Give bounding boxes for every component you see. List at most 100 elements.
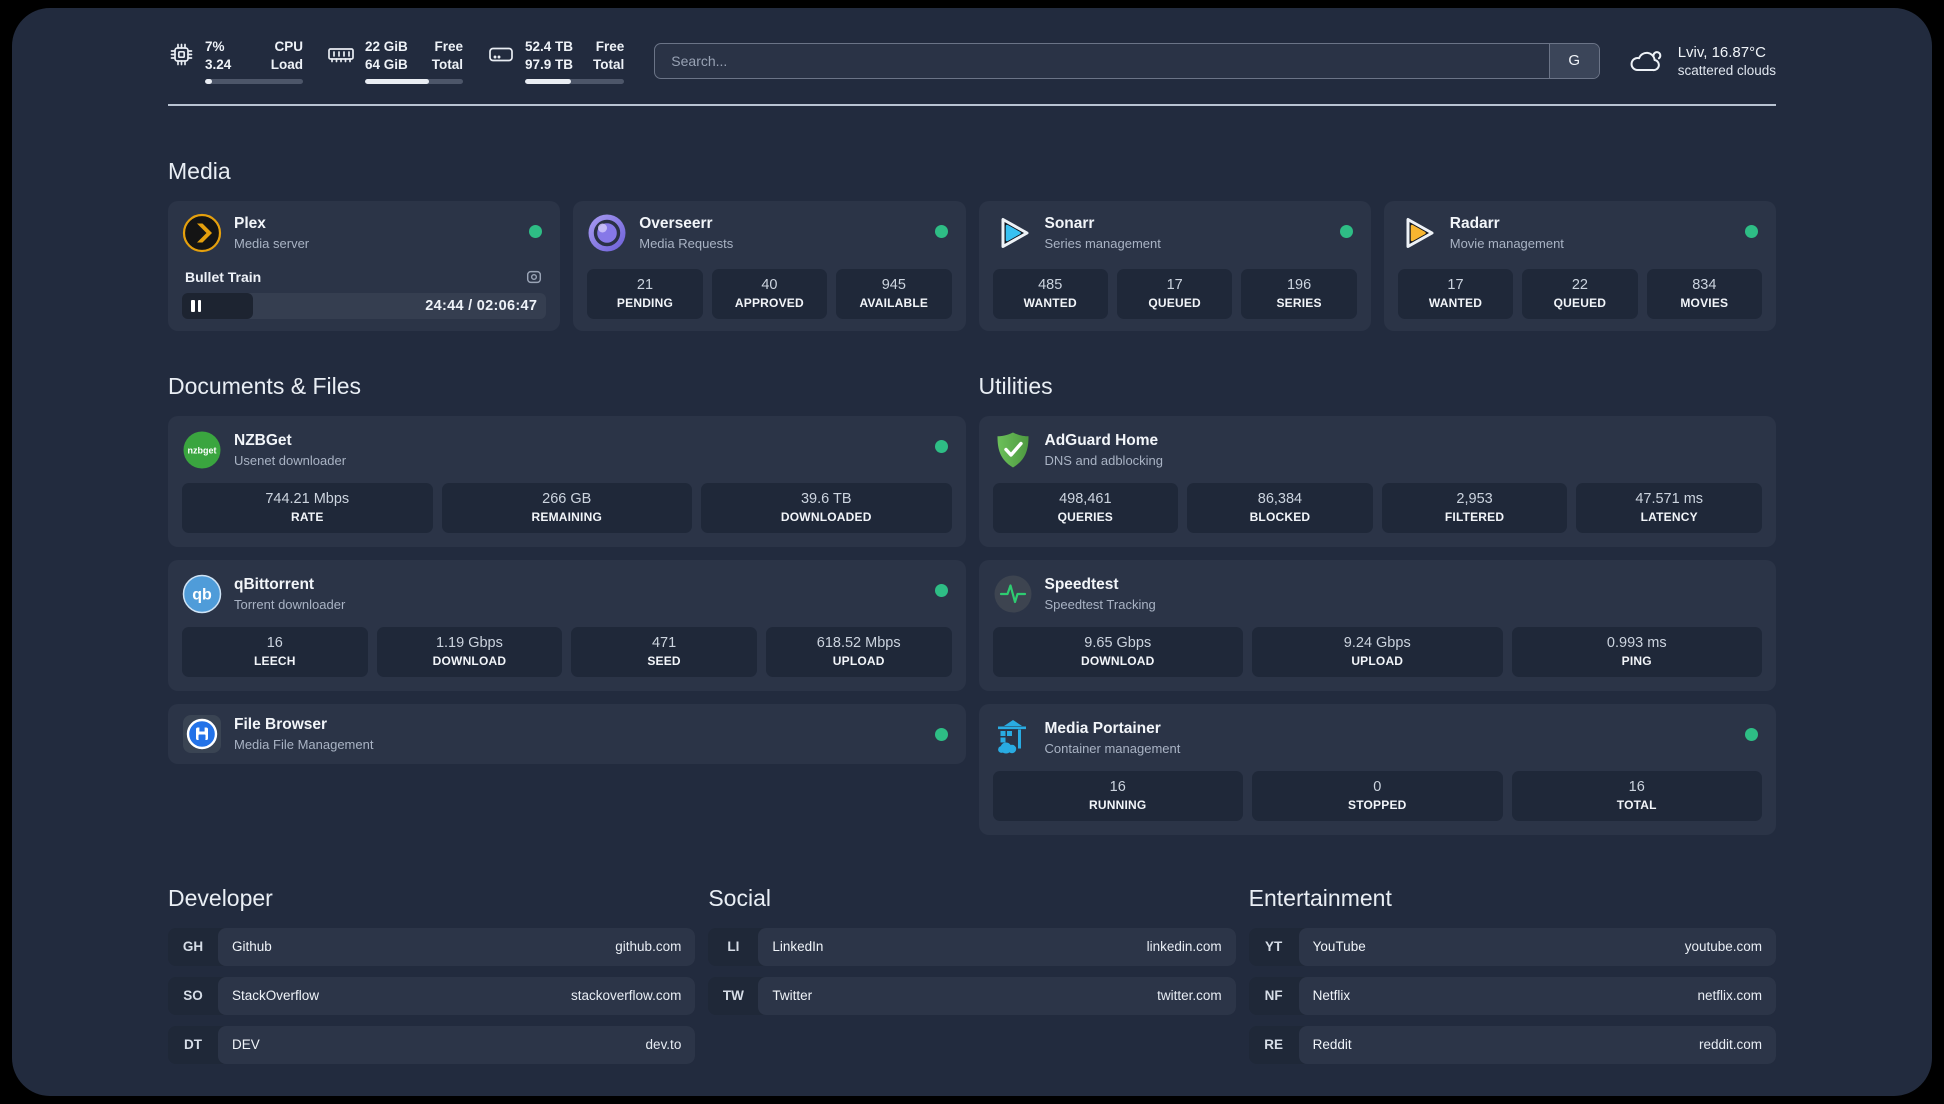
documents-section-title: Documents & Files: [168, 372, 362, 399]
nzbget-card[interactable]: nzbget NZBGet Usenet downloader 744.21 M…: [168, 415, 966, 547]
playback-progress-track[interactable]: 24:44 / 02:06:47: [182, 292, 547, 319]
memory-progress-fill: [365, 78, 429, 84]
cpu-icon: [170, 43, 193, 66]
stat-tile: 266 GB REMAINING: [441, 482, 692, 533]
stat-tile: 945 AVAILABLE: [836, 268, 952, 319]
bookmark-stackoverflow[interactable]: SO StackOverflow stackoverflow.com: [168, 976, 696, 1015]
stat-tile: 0.993 ms PING: [1511, 626, 1762, 677]
search-bar: G: [654, 42, 1600, 79]
memory-progress-track: [365, 78, 463, 84]
section-utilities: Utilities AdGuard Home DNS: [978, 373, 1776, 835]
social-section-title: Social: [708, 884, 771, 911]
plex-title: Plex: [234, 214, 266, 232]
bookmark-netflix[interactable]: NF Netflix netflix.com: [1248, 976, 1776, 1015]
nzbget-status-dot: [934, 439, 948, 453]
stat-tile: 834 MOVIES: [1646, 268, 1763, 319]
radarr-icon: [1406, 217, 1434, 248]
nzbget-title: NZBGet: [234, 431, 292, 449]
bookmark-twitter[interactable]: TW Twitter twitter.com: [708, 976, 1236, 1015]
radarr-card[interactable]: Radarr Movie management 17 WANTED 22 QUE…: [1383, 200, 1776, 331]
adguard-icon: [997, 432, 1028, 468]
playback-time: 24:44 / 02:06:47: [425, 297, 538, 314]
stat-tile: 40 APPROVED: [711, 268, 828, 319]
qbittorrent-subtitle: Torrent downloader: [234, 596, 346, 612]
stat-tile: 1.19 Gbps DOWNLOAD: [376, 626, 563, 677]
developer-section-title: Developer: [168, 884, 273, 911]
bookmark-linkedin[interactable]: LI LinkedIn linkedin.com: [708, 927, 1236, 966]
stat-tile: 47.571 ms LATENCY: [1576, 482, 1762, 533]
cast-icon: [527, 270, 542, 283]
cpu-progress-fill: [205, 78, 212, 84]
radarr-subtitle: Movie management: [1449, 235, 1564, 251]
search-input[interactable]: [655, 43, 1549, 78]
portainer-status-dot: [1745, 727, 1758, 741]
disk-value-1: 52.4 TB: [525, 39, 574, 54]
cloud-icon: [1630, 50, 1661, 71]
weather-location-temp: Lviv, 16.87°C: [1677, 43, 1766, 61]
now-playing-title: Bullet Train: [185, 268, 262, 285]
media-section-title: Media: [168, 157, 231, 184]
stat-tile: 0 STOPPED: [1252, 770, 1503, 821]
filebrowser-status-dot: [934, 727, 948, 741]
disk-label-1: Free: [595, 39, 625, 54]
overseerr-subtitle: Media Requests: [639, 235, 734, 251]
sonarr-title: Sonarr: [1044, 214, 1095, 232]
bookmark-youtube[interactable]: YT YouTube youtube.com: [1248, 927, 1776, 966]
bookmarks-social: Social LI LinkedIn linkedin.com TW Twitte…: [708, 884, 1236, 1064]
weather-widget[interactable]: Lviv, 16.87°C scattered clouds: [1626, 44, 1776, 78]
overseerr-status-dot: [934, 224, 948, 238]
portainer-icon: [997, 719, 1026, 754]
cpu-value-1: 7%: [205, 39, 225, 54]
stat-tile: 485 WANTED: [992, 268, 1108, 319]
svg-text:qb: qb: [192, 586, 212, 603]
sonarr-icon: [1001, 217, 1028, 248]
qbittorrent-icon: qb: [182, 574, 222, 613]
disk-progress-track: [525, 78, 625, 84]
filebrowser-card[interactable]: File Browser Media File Management: [168, 703, 966, 764]
stat-tile: 86,384 BLOCKED: [1187, 482, 1373, 533]
search-engine-button[interactable]: G: [1548, 43, 1599, 78]
bookmark-github[interactable]: GH Github github.com: [168, 927, 696, 966]
memory-value-2: 64 GiB: [365, 56, 408, 72]
stat-tile: 744.21 Mbps RATE: [182, 482, 433, 533]
stat-tile: 39.6 TB DOWNLOADED: [701, 482, 952, 533]
memory-stat: 22 GiB 64 GiB Free Total: [327, 38, 463, 84]
sonarr-card[interactable]: Sonarr Series management 485 WANTED 17 Q…: [978, 200, 1371, 331]
dashboard-frame: 7% 3.24 CPU Load: [12, 8, 1932, 1096]
cpu-label-1: CPU: [274, 39, 303, 54]
plex-status-dot: [529, 224, 543, 238]
memory-value-1: 22 GiB: [365, 39, 408, 54]
adguard-title: AdGuard Home: [1044, 431, 1159, 449]
cpu-value-2: 3.24: [205, 56, 232, 72]
qbittorrent-status-dot: [934, 583, 948, 597]
disk-progress-fill: [525, 78, 571, 84]
radarr-status-dot: [1745, 224, 1758, 238]
stat-tile: 17 WANTED: [1397, 268, 1514, 319]
stat-tile: 498,461 QUERIES: [992, 482, 1179, 533]
plex-subtitle: Media server: [234, 235, 310, 251]
overseerr-card[interactable]: Overseerr Media Requests 21 PENDING 40 A…: [573, 200, 966, 331]
stat-tile: 9.24 Gbps UPLOAD: [1252, 626, 1503, 677]
nzbget-subtitle: Usenet downloader: [234, 452, 347, 468]
pause-icon[interactable]: [191, 299, 195, 312]
system-stats: 7% 3.24 CPU Load: [168, 38, 625, 84]
qbittorrent-card[interactable]: qb qBittorrent Torrent downloader 16: [168, 559, 966, 691]
stat-tile: 2,953 FILTERED: [1381, 482, 1568, 533]
plex-card[interactable]: Plex Media server Bullet Train: [168, 200, 561, 331]
bookmark-dev[interactable]: DT DEV dev.to: [168, 1025, 696, 1064]
speedtest-icon: [994, 575, 1031, 613]
portainer-card[interactable]: Media Portainer Container management 16 …: [978, 703, 1776, 835]
disk-value-2: 97.9 TB: [525, 56, 574, 72]
cpu-label-2: Load: [270, 56, 303, 72]
bookmark-reddit[interactable]: RE Reddit reddit.com: [1248, 1025, 1776, 1064]
section-documents: Documents & Files nzbget NZBGet Usenet d…: [168, 373, 966, 835]
stat-tile: 17 QUEUED: [1116, 268, 1233, 319]
disk-icon: [489, 47, 513, 62]
speedtest-title: Speedtest: [1044, 575, 1119, 593]
speedtest-card[interactable]: Speedtest Speedtest Tracking 9.65 Gbps D…: [978, 559, 1776, 691]
speedtest-subtitle: Speedtest Tracking: [1044, 596, 1156, 612]
disk-label-2: Total: [593, 56, 625, 72]
playback-progress-fill: [182, 292, 254, 319]
adguard-card[interactable]: AdGuard Home DNS and adblocking 498,461 …: [978, 415, 1776, 547]
stat-tile: 16 RUNNING: [992, 770, 1243, 821]
